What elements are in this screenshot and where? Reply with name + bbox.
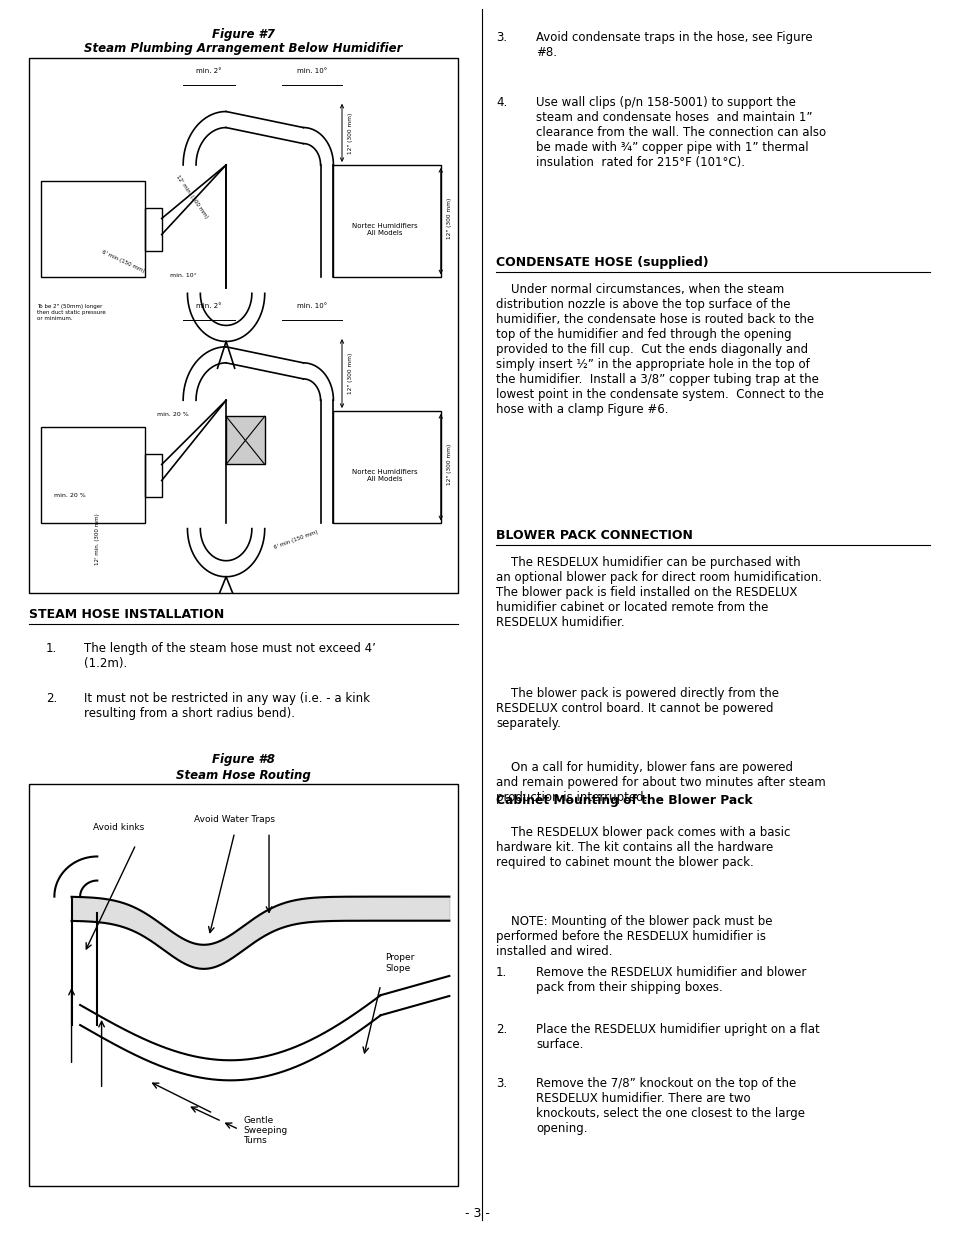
Text: NOTE: Mounting of the blower pack must be
performed before the RESDELUX humidifi: NOTE: Mounting of the blower pack must b… — [496, 915, 772, 958]
Text: Place the RESDELUX humidifier upright on a flat
surface.: Place the RESDELUX humidifier upright on… — [536, 1023, 819, 1051]
Text: 1.: 1. — [46, 642, 57, 656]
Bar — [334, 411, 440, 524]
Text: min. 20 %: min. 20 % — [157, 412, 189, 417]
Bar — [145, 453, 161, 496]
Text: On a call for humidity, blower fans are powered
and remain powered for about two: On a call for humidity, blower fans are … — [496, 761, 825, 804]
Bar — [226, 416, 264, 464]
Text: 6' min (150 mm): 6' min (150 mm) — [101, 249, 145, 273]
Text: Steam Plumbing Arrangement Below Humidifier: Steam Plumbing Arrangement Below Humidif… — [84, 42, 402, 56]
Text: Gentle
Sweeping
Turns: Gentle Sweeping Turns — [243, 1115, 287, 1146]
Text: 1.: 1. — [496, 966, 507, 979]
Text: Remove the RESDELUX humidifier and blower
pack from their shipping boxes.: Remove the RESDELUX humidifier and blowe… — [536, 966, 805, 994]
Text: The RESDELUX humidifier can be purchased with
an optional blower pack for direct: The RESDELUX humidifier can be purchased… — [496, 556, 821, 629]
Text: The blower pack is powered directly from the
RESDELUX control board. It cannot b: The blower pack is powered directly from… — [496, 687, 779, 730]
Text: Steam Hose Routing: Steam Hose Routing — [175, 769, 311, 783]
Text: 2.: 2. — [46, 692, 57, 705]
Text: min. 2°: min. 2° — [196, 68, 221, 74]
Text: To be 2" (50mm) longer
then duct static pressure
or minimum.: To be 2" (50mm) longer then duct static … — [37, 304, 106, 321]
Text: BLOWER PACK CONNECTION: BLOWER PACK CONNECTION — [496, 529, 692, 542]
Text: Figure #8: Figure #8 — [212, 753, 274, 767]
Text: 3.: 3. — [496, 31, 507, 44]
Text: 3.: 3. — [496, 1077, 507, 1091]
Text: - 3 -: - 3 - — [464, 1207, 489, 1220]
Text: The length of the steam hose must not exceed 4’
(1.2m).: The length of the steam hose must not ex… — [84, 642, 375, 671]
Bar — [334, 165, 440, 278]
Text: 4.: 4. — [496, 96, 507, 110]
Text: min. 20 %: min. 20 % — [54, 493, 86, 498]
Text: Remove the 7/8” knockout on the top of the
RESDELUX humidifier. There are two
kn: Remove the 7/8” knockout on the top of t… — [536, 1077, 804, 1135]
Text: 12" (300 mm): 12" (300 mm) — [348, 353, 353, 394]
Text: STEAM HOSE INSTALLATION: STEAM HOSE INSTALLATION — [29, 608, 224, 621]
Text: min. 10°: min. 10° — [170, 273, 197, 278]
Bar — [42, 182, 145, 278]
Text: 12' min. (300 mm): 12' min. (300 mm) — [94, 514, 100, 566]
Text: Under normal circumstances, when the steam
distribution nozzle is above the top : Under normal circumstances, when the ste… — [496, 283, 823, 416]
Text: min. 2°: min. 2° — [196, 304, 221, 310]
Text: 6' min (150 mm): 6' min (150 mm) — [273, 529, 318, 550]
Bar — [42, 427, 145, 524]
Text: min. 10°: min. 10° — [296, 304, 327, 310]
Text: Nortec Humidifiers
All Models: Nortec Humidifiers All Models — [352, 468, 417, 482]
Text: 12" (300 mm): 12" (300 mm) — [447, 198, 452, 240]
Text: Cabinet Mounting of the Blower Pack: Cabinet Mounting of the Blower Pack — [496, 794, 752, 808]
Text: The RESDELUX blower pack comes with a basic
hardware kit. The kit contains all t: The RESDELUX blower pack comes with a ba… — [496, 826, 790, 869]
Text: min. 10°: min. 10° — [296, 68, 327, 74]
Text: CONDENSATE HOSE (supplied): CONDENSATE HOSE (supplied) — [496, 256, 708, 269]
Text: 12" (300 mm): 12" (300 mm) — [348, 112, 353, 153]
Text: Proper
Slope: Proper Slope — [384, 953, 414, 973]
Text: Avoid kinks: Avoid kinks — [92, 824, 144, 832]
Text: Figure #7: Figure #7 — [212, 28, 274, 42]
Bar — [145, 207, 161, 251]
Text: Nortec Humidifiers
All Models: Nortec Humidifiers All Models — [352, 222, 417, 236]
Text: 12' min. (300 mm): 12' min. (300 mm) — [174, 174, 209, 220]
Text: Avoid condensate traps in the hose, see Figure
#8.: Avoid condensate traps in the hose, see … — [536, 31, 812, 59]
Text: 2.: 2. — [496, 1023, 507, 1036]
Text: It must not be restricted in any way (i.e. - a kink
resulting from a short radiu: It must not be restricted in any way (i.… — [84, 692, 370, 720]
Text: Use wall clips (p/n 158-5001) to support the
steam and condensate hoses  and mai: Use wall clips (p/n 158-5001) to support… — [536, 96, 825, 169]
Text: 12" (300 mm): 12" (300 mm) — [447, 443, 452, 485]
Text: Avoid Water Traps: Avoid Water Traps — [194, 815, 274, 825]
